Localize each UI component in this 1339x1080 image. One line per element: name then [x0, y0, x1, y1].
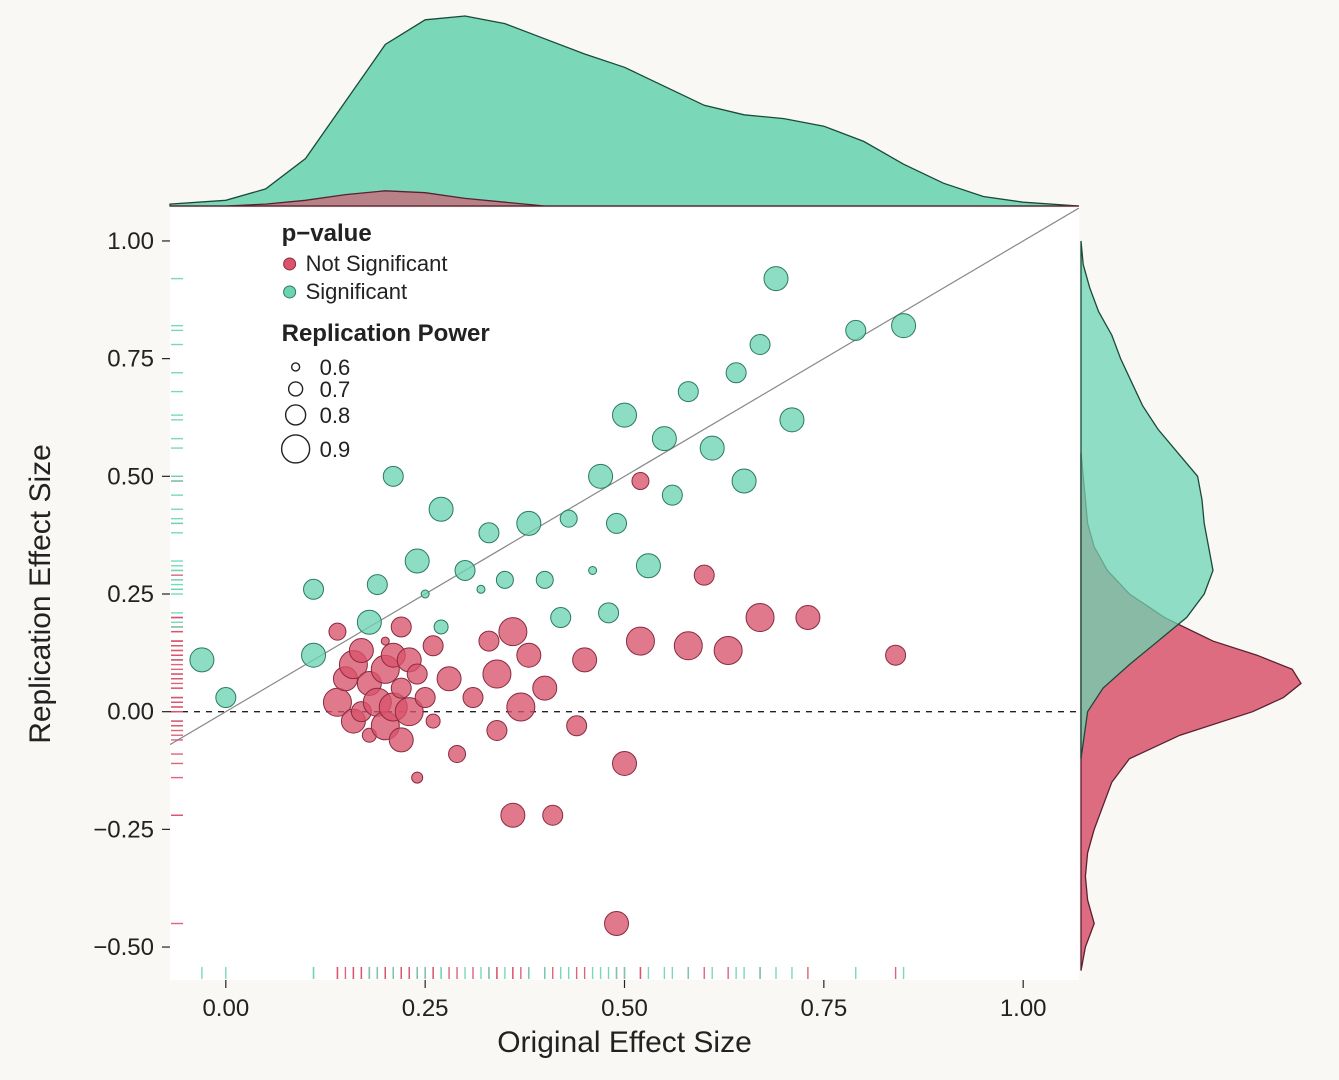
data-point — [750, 335, 770, 355]
data-point — [714, 636, 742, 664]
data-point — [607, 513, 627, 533]
data-point — [455, 560, 475, 580]
legend-label-not-significant: Not Significant — [306, 251, 448, 276]
data-point — [892, 314, 916, 338]
data-point — [517, 643, 541, 667]
x-tick-label: 0.00 — [202, 995, 249, 1022]
data-point — [560, 510, 577, 527]
legend-swatch-significant — [284, 286, 296, 298]
data-point — [407, 664, 427, 684]
data-point — [613, 403, 637, 427]
y-tick-label: −0.50 — [93, 934, 154, 961]
data-point — [632, 473, 649, 490]
data-point — [746, 604, 774, 632]
data-point — [391, 678, 411, 698]
data-point — [764, 267, 788, 291]
data-point — [423, 636, 443, 656]
x-tick-label: 1.00 — [1000, 995, 1047, 1022]
data-point — [567, 716, 587, 736]
data-point — [605, 912, 629, 936]
data-point — [391, 617, 411, 637]
data-point — [426, 714, 440, 728]
data-point — [589, 464, 613, 488]
data-point — [349, 638, 373, 662]
data-point — [302, 643, 326, 667]
y-axis-label: Replication Effect Size — [24, 444, 57, 744]
data-point — [533, 676, 557, 700]
y-tick-label: 0.25 — [107, 581, 154, 608]
data-point — [796, 606, 820, 630]
data-point — [190, 648, 214, 672]
data-point — [434, 620, 448, 634]
data-point — [626, 627, 654, 655]
data-point — [437, 667, 461, 691]
legend-label-significant: Significant — [306, 279, 408, 304]
data-point — [389, 728, 413, 752]
y-tick-label: 0.00 — [107, 699, 154, 726]
data-point — [449, 746, 466, 763]
data-point — [700, 436, 724, 460]
data-point — [678, 382, 698, 402]
data-point — [412, 772, 423, 783]
x-tick-label: 0.75 — [800, 995, 847, 1022]
data-point — [662, 485, 682, 505]
data-point — [517, 511, 541, 535]
data-point — [479, 631, 499, 651]
y-tick-label: 0.50 — [107, 463, 154, 490]
x-axis-label: Original Effect Size — [497, 1026, 752, 1059]
y-tick-label: 1.00 — [107, 228, 154, 255]
data-point — [477, 585, 485, 593]
data-point — [496, 571, 513, 588]
y-tick-label: −0.25 — [93, 816, 154, 843]
data-point — [429, 497, 453, 521]
data-point — [357, 610, 381, 634]
replication-scatter-chart: 0.00 0.25 0.50 0.75 1.00 −0.50 −0.25 0.00 0.25 0.… — [0, 0, 1339, 1080]
data-point — [536, 571, 553, 588]
data-point — [613, 751, 637, 775]
legend-pvalue-title: p−value — [282, 220, 372, 247]
data-point — [483, 660, 511, 688]
data-point — [463, 688, 483, 708]
data-point — [599, 603, 619, 623]
data-point — [507, 693, 535, 721]
data-point — [479, 523, 499, 543]
data-point — [589, 566, 597, 574]
data-point — [543, 805, 563, 825]
data-point — [694, 565, 714, 585]
data-point — [415, 688, 435, 708]
legend-swatch-not-significant — [284, 258, 296, 270]
legend-power-title: Replication Power — [282, 320, 490, 347]
data-point — [674, 632, 702, 660]
legend-size-label: 0.7 — [320, 377, 351, 402]
y-tick-label: 0.75 — [107, 346, 154, 373]
data-point — [216, 688, 236, 708]
data-point — [421, 590, 429, 598]
data-point — [499, 618, 527, 646]
data-point — [487, 721, 507, 741]
data-point — [846, 320, 866, 340]
data-point — [652, 427, 676, 451]
data-point — [329, 623, 346, 640]
legend-size-label: 0.9 — [320, 437, 351, 462]
data-point — [726, 363, 746, 383]
x-tick-label: 0.25 — [402, 995, 449, 1022]
data-point — [405, 549, 429, 573]
data-point — [886, 645, 906, 665]
x-tick-label: 0.50 — [601, 995, 648, 1022]
data-point — [636, 554, 660, 578]
data-point — [780, 408, 804, 432]
data-point — [573, 648, 597, 672]
data-point — [304, 579, 324, 599]
data-point — [732, 469, 756, 493]
legend-size-label: 0.8 — [320, 403, 351, 428]
data-point — [551, 608, 571, 628]
data-point — [383, 466, 403, 486]
data-point — [501, 803, 525, 827]
data-point — [367, 575, 387, 595]
